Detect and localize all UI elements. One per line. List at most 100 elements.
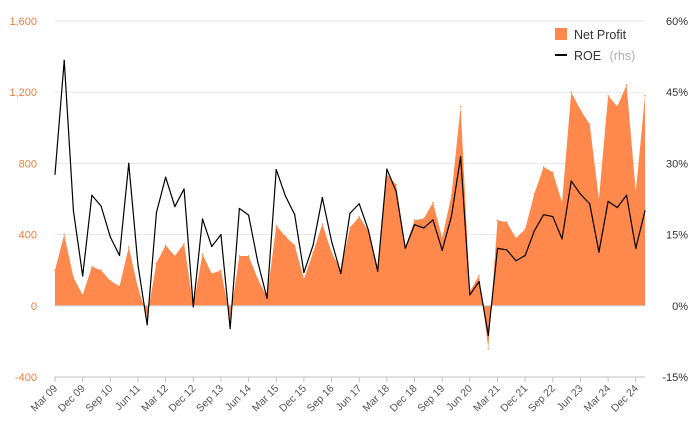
left-tick-label: 400 [19,230,37,242]
roe-series [54,59,646,336]
roe-point [303,271,305,274]
net-profit-point [91,265,93,268]
roe-point [377,270,379,272]
x-tick-label: Dec 09 [56,383,88,415]
roe-point [524,254,526,257]
net-profit-point [625,84,628,86]
roe-point [644,210,646,212]
net-profit-point [257,278,259,280]
net-profit-point [81,294,84,296]
right-tick-label: 15% [666,230,688,242]
left-axis: -400 0 400 800 1,200 1,600 [9,16,37,384]
right-tick-label: 45% [666,87,688,99]
right-tick-label: 30% [666,158,688,170]
x-tick-label: Dec 18 [388,383,420,415]
roe-point [63,59,65,62]
roe-point [625,194,628,196]
roe-point [349,212,351,214]
roe-point [321,196,323,199]
x-tick-label: Sep 22 [526,383,558,415]
net-profit-point [358,216,361,218]
roe-point [423,227,425,229]
net-profit-point [293,244,296,247]
net-profit-point [441,237,443,239]
x-tick-label: Jun 14 [223,383,254,414]
net-profit-area [55,85,645,349]
right-tick-label: -15% [662,372,688,384]
legend-swatch-net-profit [555,28,567,40]
roe-point [487,334,489,336]
x-tick-label: Mar 09 [29,383,61,415]
roe-point [542,214,545,216]
x-tick-label: Sep 13 [194,383,226,415]
roe-point [515,260,517,262]
x-tick-label: Dec 24 [609,383,641,415]
roe-point [312,244,314,246]
roe-point [155,212,158,214]
roe-point [72,210,75,212]
net-profit-point [478,274,480,277]
roe-point [469,294,471,296]
roe-point [266,297,268,299]
net-profit-point [312,251,314,254]
roe-point [284,195,287,197]
right-tick-label: 0% [672,301,688,313]
net-profit-point [164,244,167,247]
right-axis: -15% 0% 15% 30% 45% 60% [662,16,688,384]
net-profit-point [72,276,75,279]
x-tick-label: Dec 12 [166,383,198,415]
net-profit-point [303,278,305,280]
roe-point [552,215,554,218]
roe-point [395,190,397,193]
net-profit-point [63,233,66,236]
net-profit-point [321,223,324,225]
roe-point [330,240,333,242]
roe-point [275,168,277,171]
net-profit-point [634,191,637,193]
net-profit-point [542,166,545,168]
net-profit-point [210,272,213,275]
roe-point [367,229,370,231]
left-tick-label: 0 [31,301,37,313]
net-profit-point [174,255,176,257]
roe-point [496,247,499,249]
x-tick-label: Mar 12 [139,383,171,415]
roe-point [128,162,130,164]
x-tick-label: Mar 24 [582,383,614,415]
left-tick-label: 1,600 [9,16,37,28]
net-profit-point [247,255,250,257]
x-tick-label: Dec 21 [498,383,530,415]
roe-point [220,234,222,236]
roe-point [570,180,572,182]
x-tick-label: Sep 19 [415,383,447,415]
x-tick-label: Mar 15 [250,383,282,415]
x-tick-label: Jun 11 [113,383,143,413]
net-profit-point [413,219,416,222]
net-profit-point [275,224,278,227]
roe-point [211,245,213,248]
x-tick-label: Sep 16 [305,383,337,415]
roe-point [238,207,240,210]
roe-point [432,219,434,221]
roe-point [137,264,139,266]
net-profit-point [607,94,609,97]
net-profit-point [422,217,425,220]
net-profit-point [127,246,130,248]
x-tick-label: Dec 15 [277,383,309,415]
net-profit-point [644,94,646,97]
roe-point [598,251,600,253]
roe-point [100,205,102,207]
roe-point [294,214,296,216]
roe-point [358,203,360,205]
roe-point [460,156,462,158]
roe-point [109,236,111,238]
roe-point [589,203,591,205]
left-tick-label: 800 [19,158,37,170]
x-tick-label: Sep 10 [83,383,115,415]
net-profit-point [570,91,573,93]
roe-point [386,168,388,170]
x-tick-label: Jun 17 [334,383,365,414]
x-tick-label: Mar 18 [360,383,392,415]
roe-point [340,272,342,275]
